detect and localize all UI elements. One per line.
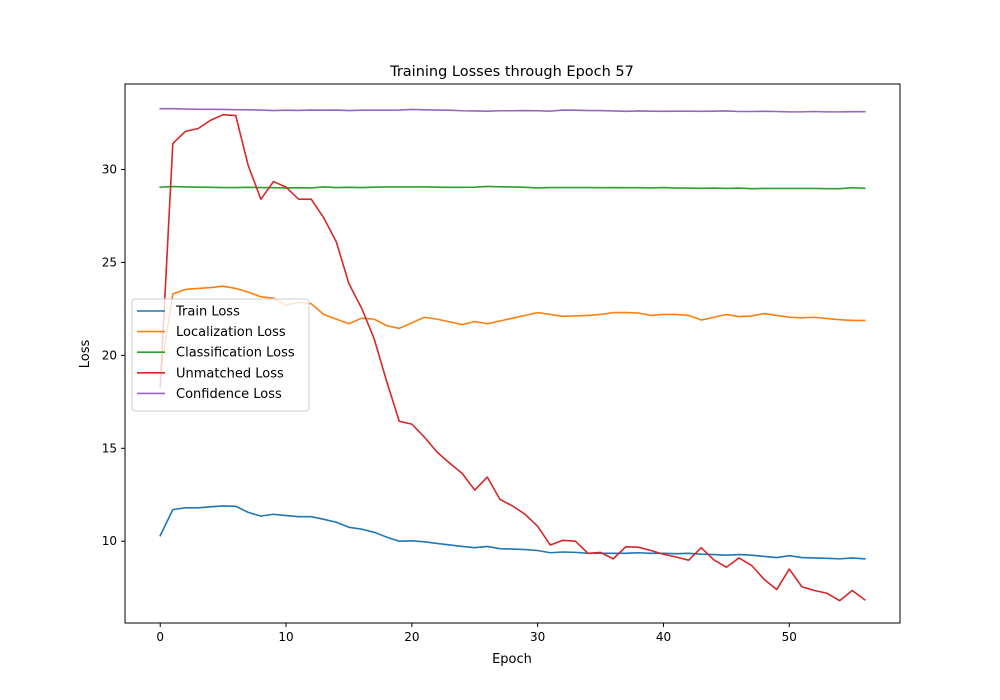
x-tick-label: 30: [530, 630, 545, 644]
chart-title: Training Losses through Epoch 57: [389, 64, 634, 80]
series-line-3: [159, 185, 866, 190]
x-tick-label: 40: [656, 630, 671, 644]
legend-entry: Localization Loss: [176, 325, 286, 340]
y-tick-label: 10: [102, 534, 117, 548]
y-tick-label: 20: [102, 348, 117, 362]
legend: Train Loss Localization Loss Classificatio…: [131, 298, 310, 412]
x-axis-ticks: 0 10 20 30 40 50: [156, 623, 797, 644]
y-axis-ticks: 10 15 20 25 30: [102, 162, 125, 548]
legend-entry: Train Loss: [175, 305, 240, 320]
x-tick-label: 10: [278, 630, 293, 644]
legend-box: [131, 298, 310, 412]
y-tick-label: 30: [102, 162, 117, 176]
series-line-5: [159, 107, 866, 113]
x-tick-label: 0: [156, 630, 164, 644]
y-tick-label: 25: [102, 255, 117, 269]
x-tick-label: 20: [404, 630, 419, 644]
legend-entry: Unmatched Loss: [176, 366, 284, 381]
plot-frame: [124, 83, 901, 624]
series-line-1: [159, 505, 866, 560]
legend-entry: Classification Loss: [176, 346, 295, 361]
x-tick-label: 50: [782, 630, 797, 644]
series-line-4: [159, 113, 866, 602]
x-axis-label: Epoch: [492, 652, 532, 667]
y-tick-label: 15: [102, 441, 117, 455]
legend-entry: Confidence Loss: [176, 387, 282, 402]
y-axis-label: Loss: [78, 340, 93, 369]
